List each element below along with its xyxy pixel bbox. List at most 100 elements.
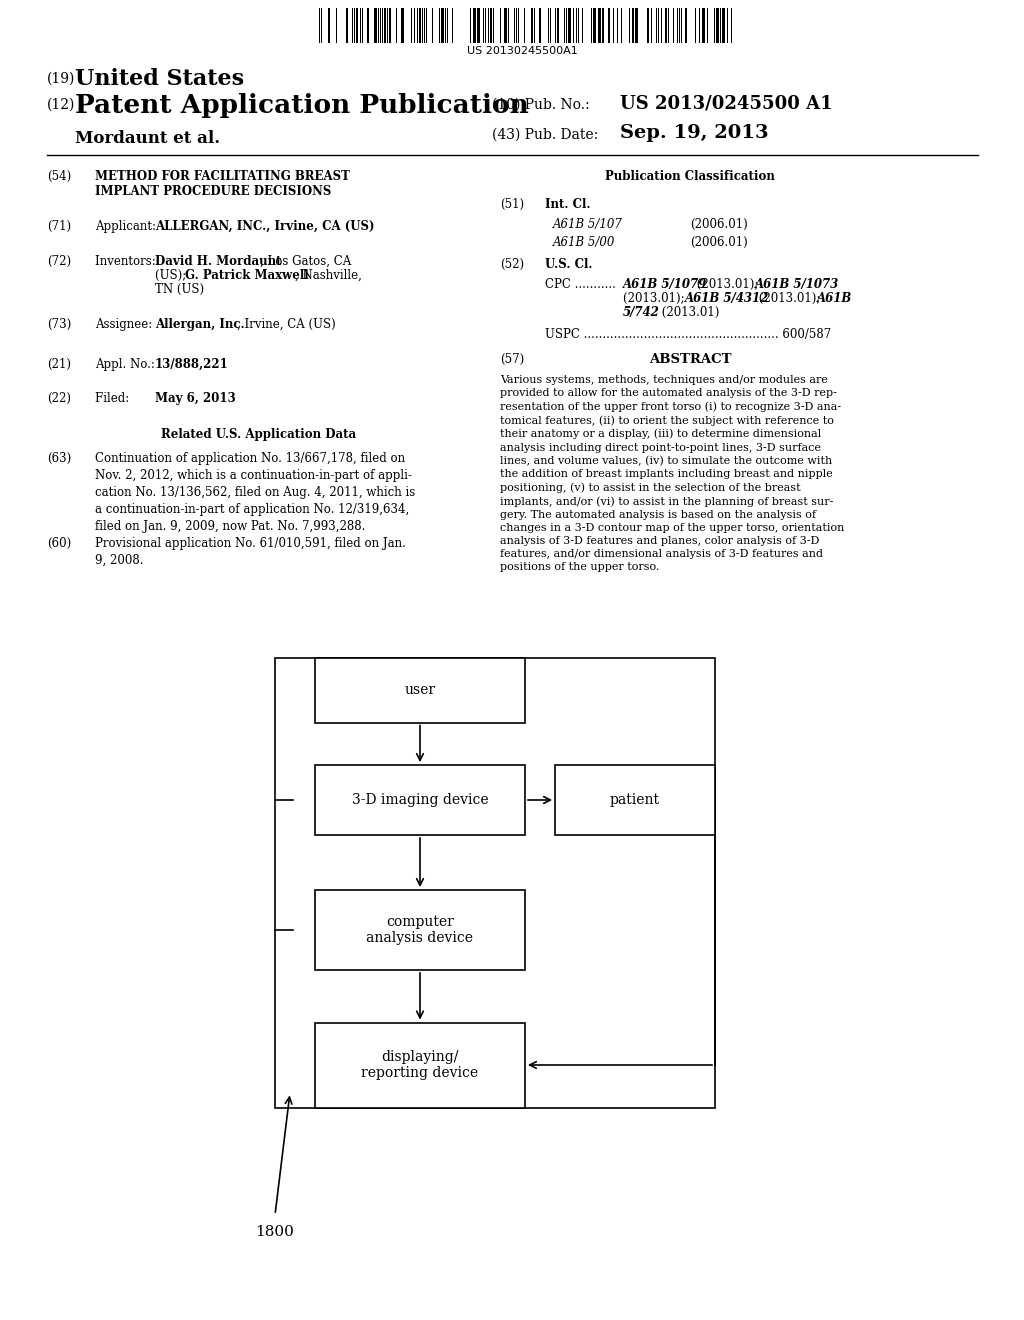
Text: (21): (21) <box>47 358 71 371</box>
Text: ALLERGAN, INC., Irvine, CA (US): ALLERGAN, INC., Irvine, CA (US) <box>155 220 375 234</box>
Text: user: user <box>404 682 435 697</box>
Bar <box>504 8 507 44</box>
Text: (43) Pub. Date:: (43) Pub. Date: <box>492 128 598 143</box>
Text: (54): (54) <box>47 170 72 183</box>
Bar <box>401 8 404 44</box>
Text: (60): (60) <box>47 537 72 550</box>
Text: 3-D imaging device: 3-D imaging device <box>351 793 488 807</box>
Text: computer
analysis device: computer analysis device <box>367 915 473 945</box>
Text: (2006.01): (2006.01) <box>690 236 748 249</box>
Bar <box>685 8 687 44</box>
Text: (51): (51) <box>500 198 524 211</box>
Text: United States: United States <box>75 69 244 90</box>
Bar <box>374 8 377 44</box>
Text: US 20130245500A1: US 20130245500A1 <box>467 46 578 55</box>
Text: 1800: 1800 <box>255 1225 294 1239</box>
Text: U.S. Cl.: U.S. Cl. <box>545 257 593 271</box>
Text: (2013.01);: (2013.01); <box>623 292 688 305</box>
Bar <box>315 657 525 722</box>
Text: , Nashville,: , Nashville, <box>295 269 361 282</box>
Text: Inventors:: Inventors: <box>95 255 160 268</box>
Text: A61B 5/1073: A61B 5/1073 <box>755 279 840 290</box>
Text: A61B 5/00: A61B 5/00 <box>553 236 615 249</box>
Bar <box>635 8 638 44</box>
Bar <box>602 8 604 44</box>
Text: Int. Cl.: Int. Cl. <box>545 198 591 211</box>
Text: (2006.01): (2006.01) <box>690 218 748 231</box>
Text: (12): (12) <box>47 98 76 112</box>
Bar <box>666 8 668 44</box>
Bar <box>389 8 391 44</box>
Bar <box>540 8 542 44</box>
Text: (71): (71) <box>47 220 71 234</box>
Bar <box>441 8 444 44</box>
Bar <box>531 8 534 44</box>
Bar <box>593 8 596 44</box>
Bar <box>568 8 571 44</box>
Text: USPC .................................................... 600/587: USPC ...................................… <box>545 327 831 341</box>
Text: Continuation of application No. 13/667,178, filed on
Nov. 2, 2012, which is a co: Continuation of application No. 13/667,1… <box>95 451 416 533</box>
Text: A61B: A61B <box>817 292 852 305</box>
Bar <box>275 657 715 1107</box>
Bar <box>356 8 358 44</box>
Text: (US);: (US); <box>155 269 190 282</box>
Bar <box>384 8 386 44</box>
Bar <box>346 8 348 44</box>
Text: Appl. No.:: Appl. No.: <box>95 358 159 371</box>
Text: May 6, 2013: May 6, 2013 <box>155 392 236 405</box>
Bar <box>315 766 525 836</box>
Bar <box>368 8 370 44</box>
Bar <box>329 8 330 44</box>
Text: ABSTRACT: ABSTRACT <box>649 352 731 366</box>
Text: A61B 5/4312: A61B 5/4312 <box>685 292 769 305</box>
Text: G. Patrick Maxwell: G. Patrick Maxwell <box>185 269 308 282</box>
Bar <box>702 8 706 44</box>
Text: CPC ...........: CPC ........... <box>545 279 620 290</box>
Bar <box>608 8 610 44</box>
Bar <box>315 890 525 970</box>
Bar <box>647 8 649 44</box>
Bar <box>473 8 476 44</box>
Text: (22): (22) <box>47 392 71 405</box>
Text: patient: patient <box>610 793 660 807</box>
Text: Patent Application Publication: Patent Application Publication <box>75 92 528 117</box>
Text: David H. Mordaunt: David H. Mordaunt <box>155 255 282 268</box>
Text: (2013.01);: (2013.01); <box>693 279 762 290</box>
Bar <box>557 8 559 44</box>
Text: (73): (73) <box>47 318 72 331</box>
Text: Provisional application No. 61/010,591, filed on Jan.
9, 2008.: Provisional application No. 61/010,591, … <box>95 537 406 568</box>
Text: , Irvine, CA (US): , Irvine, CA (US) <box>237 318 336 331</box>
Text: Filed:: Filed: <box>95 392 133 405</box>
Bar <box>598 8 601 44</box>
Text: 5/742: 5/742 <box>623 306 659 319</box>
Text: Assignee:: Assignee: <box>95 318 156 331</box>
Text: Publication Classification: Publication Classification <box>605 170 775 183</box>
Text: (2013.01): (2013.01) <box>658 306 720 319</box>
Bar <box>716 8 719 44</box>
Text: A61B 5/107: A61B 5/107 <box>553 218 623 231</box>
Bar <box>315 1023 525 1107</box>
Text: (63): (63) <box>47 451 72 465</box>
Text: Allergan, Inc.: Allergan, Inc. <box>155 318 245 331</box>
Text: (72): (72) <box>47 255 71 268</box>
Text: (52): (52) <box>500 257 524 271</box>
Text: , Los Gatos, CA: , Los Gatos, CA <box>260 255 351 268</box>
Text: (19): (19) <box>47 73 76 86</box>
Text: A61B 5/1079: A61B 5/1079 <box>623 279 708 290</box>
Bar <box>490 8 493 44</box>
Bar <box>419 8 421 44</box>
Text: Various systems, methods, techniques and/or modules are
provided to allow for th: Various systems, methods, techniques and… <box>500 375 845 572</box>
Bar <box>722 8 725 44</box>
Text: METHOD FOR FACILITATING BREAST
IMPLANT PROCEDURE DECISIONS: METHOD FOR FACILITATING BREAST IMPLANT P… <box>95 170 350 198</box>
Text: 13/888,221: 13/888,221 <box>155 358 228 371</box>
Bar <box>632 8 634 44</box>
Text: (10) Pub. No.:: (10) Pub. No.: <box>492 98 590 112</box>
Text: Related U.S. Application Data: Related U.S. Application Data <box>161 428 356 441</box>
Text: Mordaunt et al.: Mordaunt et al. <box>75 129 220 147</box>
Text: Sep. 19, 2013: Sep. 19, 2013 <box>620 124 769 143</box>
Bar <box>477 8 480 44</box>
Text: TN (US): TN (US) <box>155 282 204 296</box>
Text: Applicant:: Applicant: <box>95 220 160 234</box>
Text: US 2013/0245500 A1: US 2013/0245500 A1 <box>620 94 833 112</box>
Text: displaying/
reporting device: displaying/ reporting device <box>361 1049 478 1080</box>
